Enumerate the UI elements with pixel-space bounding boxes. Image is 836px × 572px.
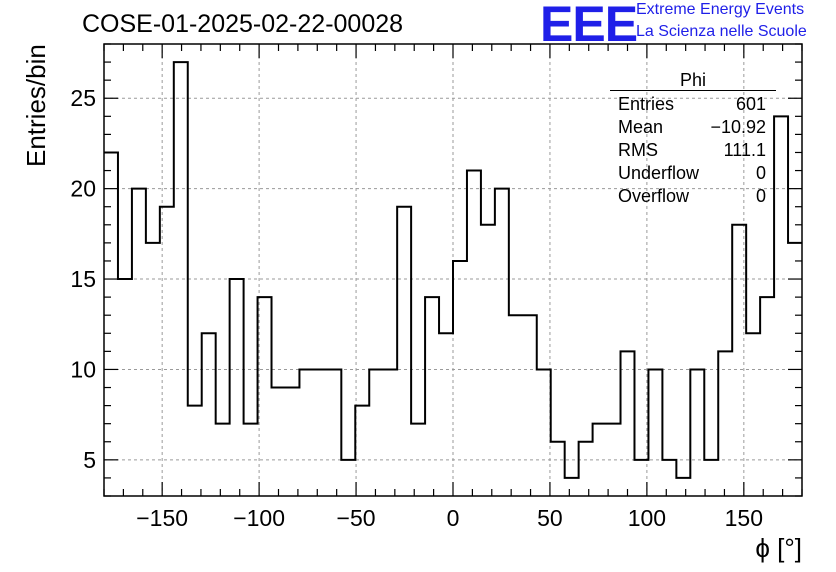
histogram-bin bbox=[258, 297, 272, 496]
y-tick-label: 20 bbox=[70, 176, 96, 202]
histogram-bin bbox=[732, 225, 746, 496]
stats-row-value: −10.92 bbox=[710, 117, 766, 137]
histogram-bin bbox=[607, 424, 621, 496]
histogram-bin bbox=[132, 189, 146, 496]
histogram-bin bbox=[230, 279, 244, 496]
histogram-bin bbox=[104, 152, 118, 496]
histogram-bin bbox=[746, 333, 760, 496]
histogram-bin bbox=[411, 424, 425, 496]
x-tick-label: 100 bbox=[628, 505, 666, 531]
histogram-bin bbox=[425, 297, 439, 496]
logo-subtitle-line1: Extreme Energy Events bbox=[636, 1, 805, 18]
histogram-bin bbox=[174, 62, 188, 496]
logo-subtitle-line2: La Scienza nelle Scuole bbox=[636, 23, 807, 40]
histogram-bin bbox=[146, 243, 160, 496]
stats-row-rms: RMS 111.1 bbox=[610, 139, 776, 162]
histogram-bin bbox=[481, 225, 495, 496]
histogram-bin bbox=[439, 333, 453, 496]
histogram-bin bbox=[495, 189, 509, 496]
stats-row-value: 601 bbox=[735, 94, 766, 114]
stats-row-label: Entries bbox=[618, 94, 675, 114]
histogram-bin bbox=[648, 369, 662, 496]
stats-rows: Entries 601 Mean −10.92 RMS 111.1 Underflow 0 Ov… bbox=[610, 93, 776, 208]
histogram-bin bbox=[285, 388, 299, 496]
stats-row-mean: Mean −10.92 bbox=[610, 116, 776, 139]
histogram-series-line bbox=[104, 61, 802, 479]
stats-row-label: Overflow bbox=[618, 186, 690, 206]
histogram-bin bbox=[509, 315, 523, 496]
y-tick-label: 5 bbox=[83, 447, 96, 473]
histogram-bin bbox=[216, 424, 230, 496]
stats-row-label: RMS bbox=[618, 140, 658, 160]
histogram-bin bbox=[118, 279, 132, 496]
y-tick-label: 15 bbox=[70, 266, 96, 292]
x-tick-label: 0 bbox=[447, 505, 460, 531]
stats-row-value: 0 bbox=[755, 163, 766, 183]
axes bbox=[103, 43, 803, 497]
stats-row-overflow: Overflow 0 bbox=[610, 185, 776, 208]
y-tick-label: 10 bbox=[70, 356, 96, 382]
histogram-bin bbox=[662, 460, 676, 496]
histogram-bin bbox=[313, 369, 327, 496]
chart-title: COSE-01-2025-02-22-00028 bbox=[82, 10, 404, 38]
histogram-bin bbox=[565, 478, 579, 496]
histogram-bin bbox=[760, 297, 774, 496]
histogram-bin bbox=[355, 406, 369, 496]
x-tick-label: −50 bbox=[337, 505, 376, 531]
x-axis-label: ϕ [°] bbox=[755, 533, 802, 563]
histogram-bin bbox=[202, 333, 216, 496]
histogram-bin bbox=[299, 369, 313, 496]
histogram-bin bbox=[537, 369, 551, 496]
histogram-bin bbox=[676, 478, 690, 496]
stats-box: Phi Entries 601 Mean −10.92 RMS 111.1 Underflo… bbox=[610, 70, 776, 208]
stats-row-underflow: Underflow 0 bbox=[610, 162, 776, 185]
stats-row-label: Underflow bbox=[618, 163, 700, 183]
histogram-bin bbox=[453, 261, 467, 496]
histogram-bin bbox=[621, 351, 635, 496]
stats-row-value: 0 bbox=[755, 186, 766, 206]
histogram-bin bbox=[160, 207, 174, 496]
stats-row-entries: Entries 601 bbox=[610, 93, 776, 116]
stats-row-value: 111.1 bbox=[723, 140, 766, 160]
x-tick-label: −150 bbox=[136, 505, 188, 531]
stats-box-title: Phi bbox=[610, 70, 776, 91]
eee-logo: EEE bbox=[540, 0, 638, 52]
histogram-bin bbox=[690, 369, 704, 496]
x-tick-label: 50 bbox=[537, 505, 563, 531]
histogram-bin bbox=[341, 460, 355, 496]
y-tick-label: 25 bbox=[70, 85, 96, 111]
x-tick-label: 150 bbox=[725, 505, 763, 531]
histogram-bin bbox=[369, 369, 383, 496]
histogram-bin bbox=[244, 424, 258, 496]
histogram-bin bbox=[188, 406, 202, 496]
histogram-bin bbox=[327, 369, 341, 496]
histogram-bin bbox=[579, 442, 593, 496]
histogram-bin bbox=[467, 171, 481, 496]
histogram-bin bbox=[397, 207, 411, 496]
histogram-bin bbox=[523, 315, 537, 496]
stats-row-label: Mean bbox=[618, 117, 664, 137]
histogram-bin bbox=[272, 388, 286, 496]
y-axis-label: Entries/bin bbox=[21, 44, 51, 167]
x-tick-label: −100 bbox=[233, 505, 285, 531]
histogram-bin bbox=[551, 442, 565, 496]
histogram-bin bbox=[593, 424, 607, 496]
histogram-bin bbox=[774, 116, 788, 496]
histogram-bin bbox=[718, 351, 732, 496]
tick-labels: −150 −100 −50 0 50 100 150 5 10 15 20 25 bbox=[70, 85, 763, 531]
histogram-bin bbox=[383, 369, 397, 496]
histogram-bin bbox=[704, 460, 718, 496]
